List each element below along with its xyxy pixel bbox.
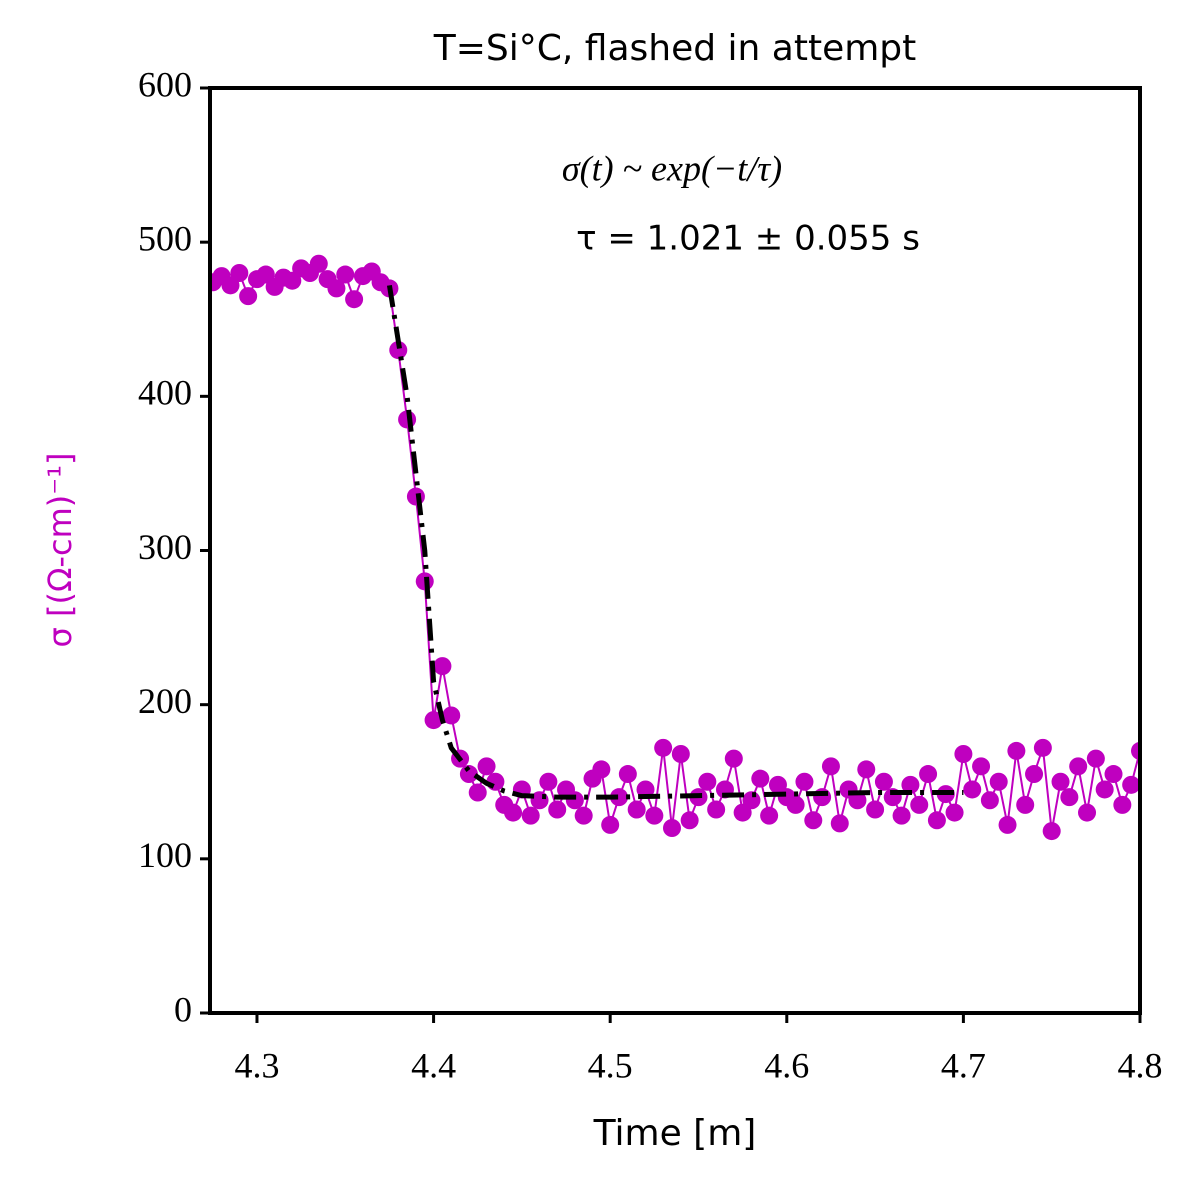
data-point xyxy=(459,765,478,784)
data-point xyxy=(892,806,911,825)
data-point xyxy=(919,765,938,784)
data-point xyxy=(830,814,849,833)
data-point xyxy=(742,791,761,810)
series-line xyxy=(386,284,964,800)
data-point xyxy=(1060,788,1079,807)
data-point xyxy=(954,745,973,763)
annotation: τ = 1.021 ± 0.055 s xyxy=(576,219,920,259)
data-point xyxy=(627,800,646,819)
data-point xyxy=(433,657,452,676)
data-point xyxy=(592,760,611,779)
data-point xyxy=(477,757,496,776)
y-tick-label: 300 xyxy=(138,527,192,567)
data-point xyxy=(230,264,249,282)
x-tick-label: 4.3 xyxy=(234,1045,279,1085)
data-point xyxy=(795,772,814,791)
data-point xyxy=(345,290,364,309)
data-point xyxy=(786,795,805,814)
data-point xyxy=(1042,822,1061,841)
data-point xyxy=(848,791,867,810)
data-point xyxy=(389,341,408,360)
data-point xyxy=(239,287,258,306)
data-point xyxy=(654,738,673,757)
data-point xyxy=(707,800,726,819)
y-tick-label: 100 xyxy=(138,835,192,875)
y-tick-label: 600 xyxy=(138,64,192,104)
data-point xyxy=(645,806,664,825)
data-point xyxy=(539,772,558,791)
data-point xyxy=(1122,775,1140,794)
x-tick-label: 4.4 xyxy=(411,1045,456,1085)
data-point xyxy=(618,765,637,784)
data-point xyxy=(1104,765,1123,784)
data-point xyxy=(1086,749,1105,768)
data-point xyxy=(574,806,593,825)
data-point xyxy=(662,819,681,837)
data-point xyxy=(901,775,920,794)
data-point xyxy=(998,815,1017,834)
data-point xyxy=(1113,795,1132,814)
data-point xyxy=(327,279,346,298)
data-point xyxy=(927,811,946,830)
x-axis-label: Time [m] xyxy=(593,1113,757,1154)
data-point xyxy=(601,815,620,834)
data-point xyxy=(945,803,964,822)
data-point xyxy=(680,811,699,830)
data-point xyxy=(468,783,487,802)
data-point xyxy=(565,791,584,810)
y-tick-label: 0 xyxy=(174,989,192,1029)
data-point xyxy=(1078,803,1097,822)
data-point xyxy=(671,745,690,763)
y-tick-label: 500 xyxy=(138,218,192,258)
data-point xyxy=(1007,741,1026,760)
data-point xyxy=(760,806,779,825)
data-point xyxy=(1131,741,1140,760)
data-point xyxy=(1069,757,1088,776)
x-tick-label: 4.7 xyxy=(941,1045,986,1085)
data-point xyxy=(874,772,893,791)
chart-title: T=Si°C, flashed in attempt xyxy=(433,28,917,69)
annotation: σ(t) ~ exp(−t/τ) xyxy=(562,148,782,188)
data-point xyxy=(857,760,876,779)
data-point xyxy=(610,788,629,807)
data-point xyxy=(724,749,743,768)
data-point xyxy=(309,254,328,273)
y-tick-label: 200 xyxy=(138,681,192,721)
data-point xyxy=(504,803,523,822)
data-point xyxy=(972,757,991,776)
data-point xyxy=(698,772,717,791)
data-point xyxy=(1095,780,1114,799)
data-point xyxy=(963,780,982,799)
data-point xyxy=(1033,738,1052,757)
x-tick-label: 4.6 xyxy=(764,1045,809,1085)
data-point xyxy=(980,791,999,810)
plot-frame xyxy=(208,86,1142,1015)
data-point xyxy=(406,487,425,506)
data-point xyxy=(442,706,461,725)
y-tick-label: 400 xyxy=(138,373,192,413)
x-tick-label: 4.5 xyxy=(588,1045,633,1085)
data-point xyxy=(336,265,355,284)
data-point xyxy=(1051,772,1070,791)
data-point xyxy=(548,800,567,819)
data-point xyxy=(813,788,832,807)
data-point xyxy=(910,795,929,814)
data-point xyxy=(989,772,1008,791)
data-point xyxy=(636,780,655,799)
x-tick-label: 4.8 xyxy=(1118,1045,1163,1085)
data-point xyxy=(821,757,840,776)
data-point xyxy=(1025,765,1044,784)
data-point xyxy=(1016,795,1035,814)
y-axis-label: σ [(Ω-cm)⁻¹] xyxy=(41,453,79,648)
data-point xyxy=(866,800,885,819)
data-point xyxy=(751,769,770,788)
data-point xyxy=(521,806,540,825)
data-point xyxy=(804,811,823,830)
data-point xyxy=(424,711,443,730)
